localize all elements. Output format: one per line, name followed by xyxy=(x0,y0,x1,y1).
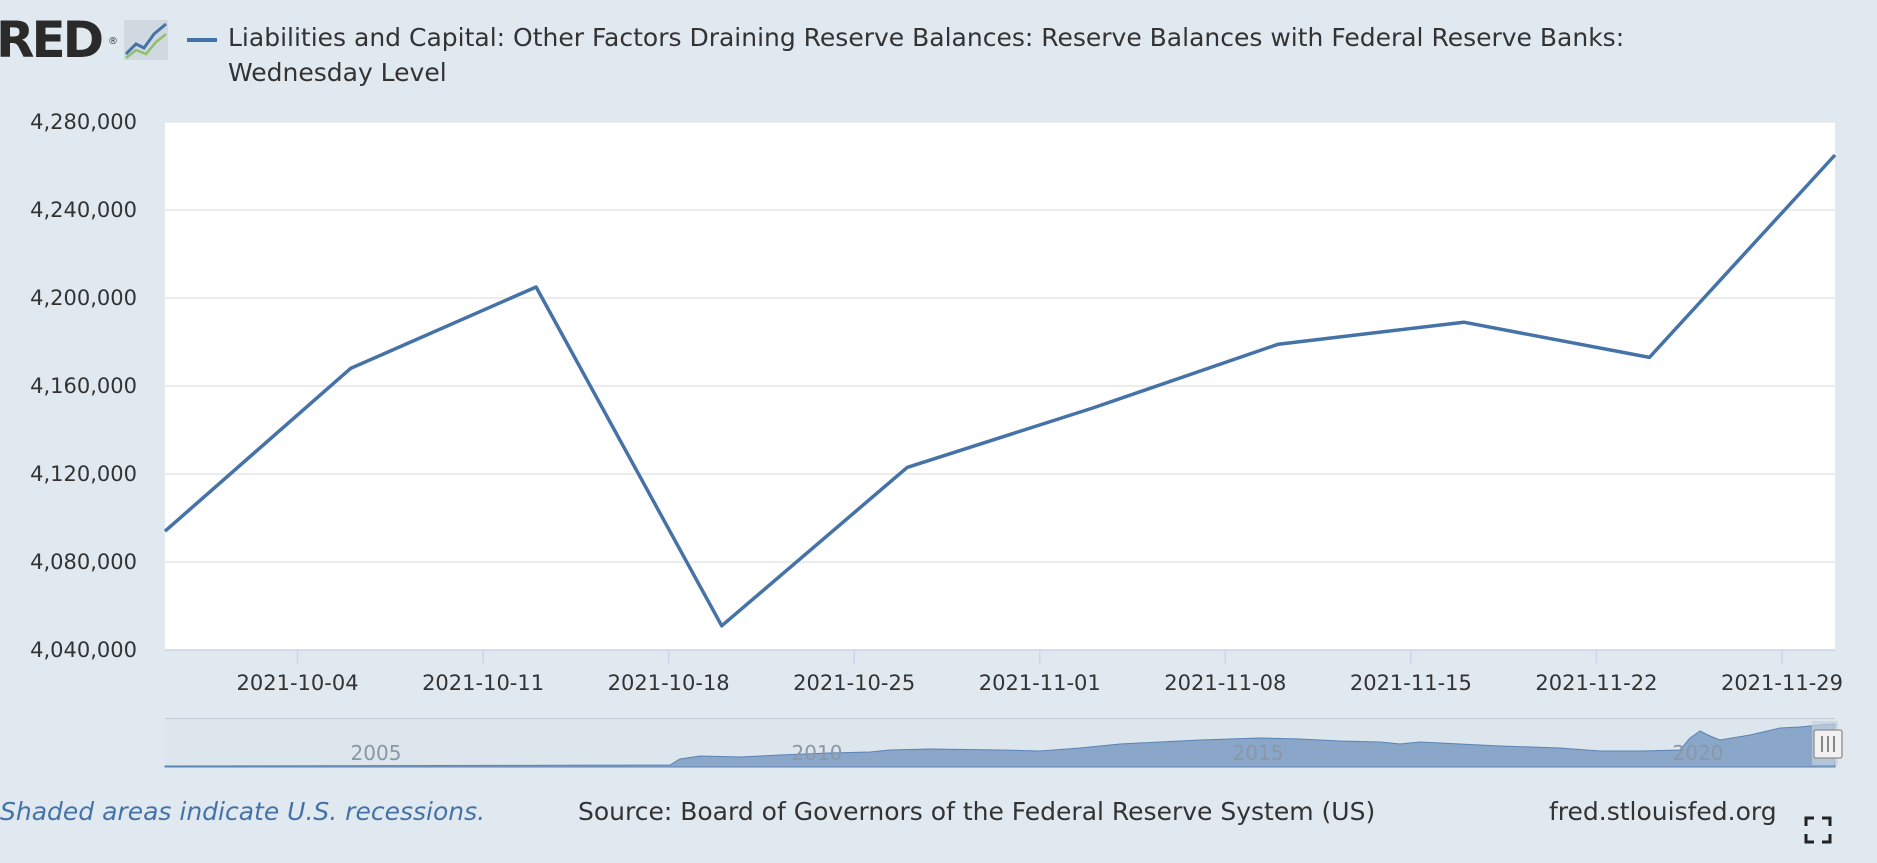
navigator-handle[interactable] xyxy=(1813,729,1843,759)
x-tick-label: 2021-10-18 xyxy=(608,671,730,695)
gridlines xyxy=(165,121,1835,651)
y-tick-label: 4,120,000 xyxy=(30,462,137,486)
y-axis-ticks: 4,040,000 4,080,000 4,120,000 4,160,000 4,20… xyxy=(30,110,137,662)
recession-note: Shaded areas indicate U.S. recessions. xyxy=(0,797,486,826)
site-link[interactable]: fred.stlouisfed.org xyxy=(1549,797,1777,826)
navigator: 2005 2010 2015 2020 xyxy=(164,718,1843,768)
legend-swatch xyxy=(187,38,217,42)
x-tick-label: 2021-10-25 xyxy=(793,671,915,695)
series-line xyxy=(163,153,1837,628)
navigator-year-label: 2020 xyxy=(1673,741,1724,765)
y-tick-label: 4,080,000 xyxy=(30,550,137,574)
registered-mark: ® xyxy=(108,36,118,47)
fred-logo: RED xyxy=(0,11,104,69)
x-tick-label: 2021-11-29 xyxy=(1721,671,1843,695)
y-tick-label: 4,280,000 xyxy=(30,110,137,134)
fred-graph-logo-icon xyxy=(124,20,168,60)
x-tick-label: 2021-11-01 xyxy=(979,671,1101,695)
x-axis-ticks: 2021-10-04 2021-10-11 2021-10-18 2021-10-25… xyxy=(237,650,1843,695)
y-tick-label: 4,200,000 xyxy=(30,286,137,310)
fullscreen-icon[interactable] xyxy=(1804,816,1832,844)
x-tick-label: 2021-11-15 xyxy=(1350,671,1472,695)
series-group xyxy=(163,153,1837,628)
navigator-year-label: 2010 xyxy=(792,741,843,765)
chart-title: Liabilities and Capital: Other Factors D… xyxy=(228,23,1625,87)
x-tick-label: 2021-11-22 xyxy=(1535,671,1657,695)
navigator-year-label: 2015 xyxy=(1233,741,1284,765)
source-note: Source: Board of Governors of the Federa… xyxy=(578,797,1376,826)
x-tick-label: 2021-10-04 xyxy=(237,671,359,695)
x-tick-label: 2021-11-08 xyxy=(1164,671,1286,695)
navigator-area xyxy=(164,723,1836,768)
x-tick-label: 2021-10-11 xyxy=(422,671,544,695)
navigator-year-label: 2005 xyxy=(351,741,402,765)
y-tick-label: 4,240,000 xyxy=(30,198,137,222)
y-tick-label: 4,160,000 xyxy=(30,374,137,398)
y-tick-label: 4,040,000 xyxy=(30,638,137,662)
